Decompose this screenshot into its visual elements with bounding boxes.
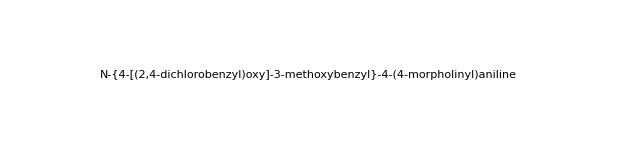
- Text: N-{4-[(2,4-dichlorobenzyl)oxy]-3-methoxybenzyl}-4-(4-morpholinyl)aniline: N-{4-[(2,4-dichlorobenzyl)oxy]-3-methoxy…: [100, 70, 517, 80]
